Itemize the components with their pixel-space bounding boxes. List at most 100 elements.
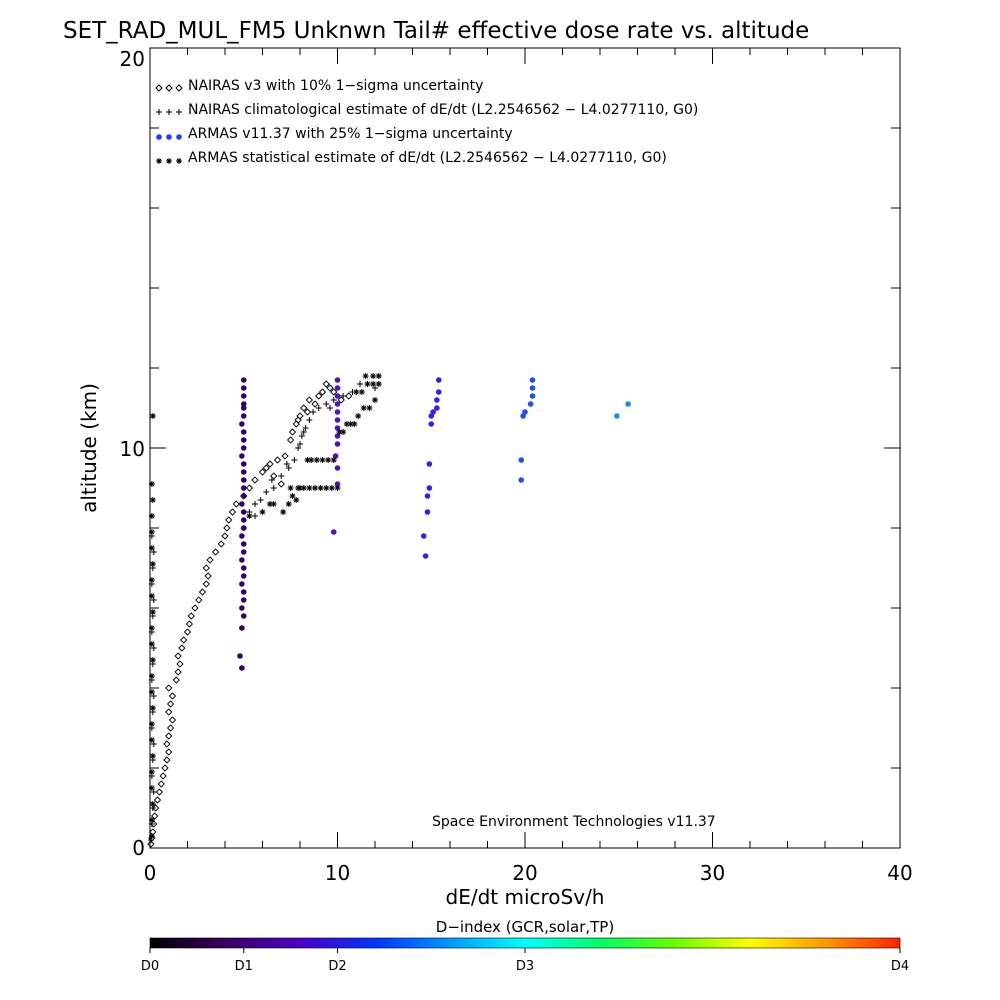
armas-statistical-point — [319, 457, 326, 463]
armas-statistical-point — [295, 485, 302, 491]
legend-marker-diamond — [155, 84, 183, 92]
nairas-point — [202, 580, 210, 588]
armas-statistical-point — [328, 485, 335, 491]
x-tick-label: 10 — [325, 861, 350, 885]
armas-statistical-point — [340, 429, 347, 435]
armas-point — [240, 565, 247, 571]
nairas-point — [161, 764, 169, 772]
armas-statistical-point — [347, 421, 354, 427]
x-tick-label: 20 — [512, 861, 537, 885]
nairas-point — [149, 828, 157, 836]
nairas-point — [345, 392, 353, 400]
armas-point — [239, 453, 245, 459]
nairas-climatology-point — [300, 429, 307, 435]
armas-statistical-point — [148, 785, 155, 791]
armas-statistical-point — [246, 513, 253, 519]
colorbar-title: D−index (GCR,solar,TP) — [436, 918, 614, 936]
armas-statistical-point — [358, 389, 365, 395]
legend-label: ARMAS v11.37 with 25% 1−sigma uncertaint… — [188, 126, 513, 142]
armas-statistical-point — [270, 501, 277, 507]
armas-statistical-point — [287, 485, 294, 491]
nairas-climatology-point — [252, 513, 258, 519]
nairas-climatology-point — [252, 501, 258, 507]
nairas-point — [258, 468, 267, 476]
armas-point — [334, 417, 341, 423]
legend-marker-asterisk — [156, 158, 182, 164]
armas-statistical-point — [323, 485, 330, 491]
nairas-point — [157, 780, 165, 788]
nairas-point — [168, 716, 177, 724]
armas-statistical-point — [149, 609, 156, 615]
nairas-point — [204, 572, 212, 580]
armas-statistical-point — [148, 817, 155, 823]
armas-statistical-point — [148, 641, 155, 647]
nairas-point — [155, 788, 164, 796]
colorbar-labels: D0 D1 D2 D3 D4 — [141, 959, 909, 974]
nairas-climatology-point — [330, 397, 337, 403]
legend-marker-plus — [156, 109, 182, 115]
nairas-climatology-point — [147, 837, 154, 843]
armas-point — [240, 525, 247, 531]
armas-point — [240, 377, 247, 383]
nairas-point — [300, 404, 308, 412]
armas-point — [240, 493, 247, 499]
armas-point — [334, 377, 341, 383]
nairas-point — [165, 732, 173, 740]
nairas-point — [337, 396, 345, 404]
nairas-point — [198, 588, 207, 596]
armas-statistical-point — [351, 421, 358, 427]
armas-point — [334, 465, 341, 471]
nairas-point — [168, 692, 177, 700]
nairas-point — [150, 820, 158, 828]
nairas-point — [185, 620, 194, 628]
armas-point — [330, 529, 337, 535]
armas-statistical-point — [362, 373, 369, 379]
armas-point — [240, 485, 247, 491]
nairas-point — [159, 772, 167, 780]
nairas-point — [326, 384, 334, 392]
armas-point — [240, 541, 247, 547]
y-tick-label: 20 — [120, 47, 145, 71]
nairas-climatology-point — [285, 465, 292, 471]
armas-statistical-point — [300, 485, 307, 491]
nairas-point — [286, 436, 295, 444]
armas-point — [426, 461, 433, 467]
nairas-point — [315, 392, 323, 400]
armas-point — [240, 401, 247, 407]
armas-statistical-point — [149, 561, 156, 567]
nairas-point — [166, 700, 175, 708]
nairas-climatology-point — [291, 457, 298, 463]
armas-point — [240, 573, 247, 579]
armas-point — [240, 385, 247, 391]
nairas-point — [296, 412, 304, 420]
nairas-point — [202, 564, 210, 572]
armas-point — [237, 653, 243, 659]
armas-point — [239, 533, 245, 539]
armas-statistical-point — [149, 497, 156, 503]
armas-point — [430, 409, 436, 415]
nairas-point — [251, 476, 259, 484]
colorbar-label: D3 — [516, 959, 534, 974]
armas-point — [426, 485, 433, 491]
nairas-point — [211, 548, 220, 556]
armas-statistical-point — [148, 673, 155, 679]
armas-statistical-point — [353, 389, 360, 395]
nairas-point — [165, 708, 173, 716]
nairas-point — [223, 524, 231, 532]
armas-point — [240, 429, 247, 435]
armas-statistical-point — [304, 457, 311, 463]
armas-point — [240, 613, 247, 619]
y-tick-label: 10 — [120, 437, 145, 461]
armas-point — [334, 401, 341, 407]
armas-statistical-point — [306, 485, 313, 491]
armas-point — [428, 421, 435, 427]
armas-point — [240, 445, 247, 451]
nairas-point — [311, 400, 319, 408]
nairas-climatology-point — [310, 409, 317, 415]
nairas-climatology-point — [295, 445, 302, 451]
armas-statistical-point — [259, 509, 266, 515]
nairas-point — [174, 652, 182, 660]
nairas-point — [277, 480, 285, 488]
armas-point — [334, 409, 341, 415]
